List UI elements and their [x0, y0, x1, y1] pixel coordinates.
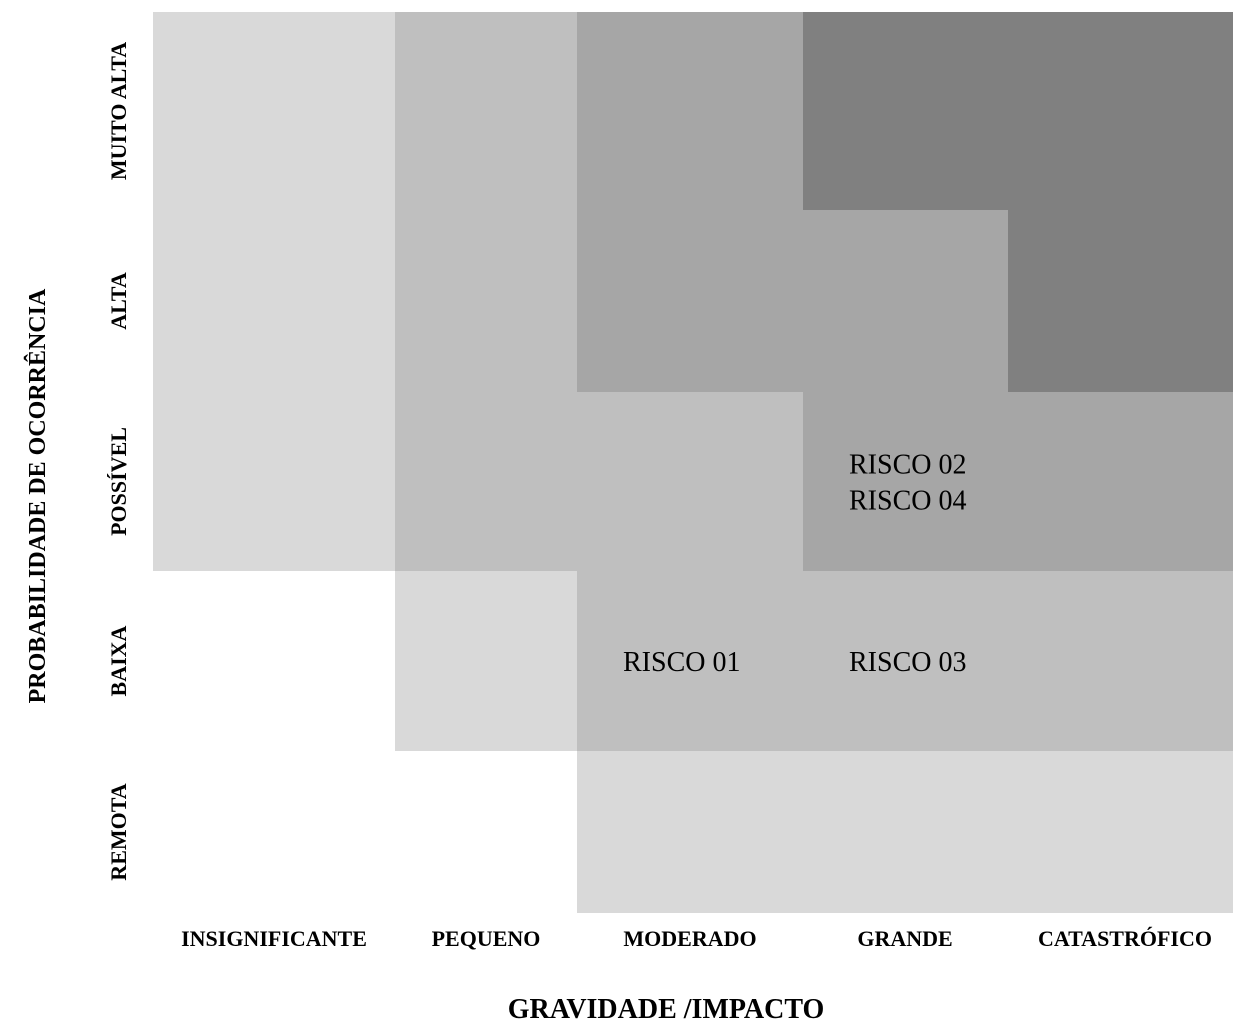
cell-muito-alta-catastrofico [1008, 12, 1233, 210]
risk-label-risco-01: RISCO 01 [623, 647, 740, 678]
y-tick-muito-alta: MUITO ALTA [106, 42, 131, 180]
x-tick-grande: GRANDE [857, 926, 952, 951]
cell-possivel-pequeno [395, 392, 577, 571]
cell-possivel-moderado [577, 392, 803, 571]
cell-baixa-catastrofico [1008, 571, 1233, 751]
x-tick-labels: INSIGNIFICANTE PEQUENO MODERADO GRANDE CATAS… [181, 926, 1212, 951]
cell-remota-insignificante [153, 751, 395, 913]
y-tick-alta: ALTA [106, 272, 131, 330]
cell-alta-catastrofico [1008, 210, 1233, 392]
cell-possivel-insignificante [153, 392, 395, 571]
risk-label-risco-02: RISCO 02 [849, 450, 966, 481]
risk-label-risco-03: RISCO 03 [849, 647, 966, 678]
cell-remota-grande [803, 751, 1008, 913]
cell-muito-alta-moderado [577, 12, 803, 210]
cell-alta-moderado [577, 210, 803, 392]
risk-label-risco-04: RISCO 04 [849, 486, 966, 517]
cell-baixa-insignificante [153, 571, 395, 751]
cell-baixa-pequeno [395, 571, 577, 751]
cell-alta-pequeno [395, 210, 577, 392]
x-axis-label: GRAVIDADE /IMPACTO [508, 994, 825, 1021]
heatmap-cells [153, 12, 1233, 913]
cell-muito-alta-pequeno [395, 12, 577, 210]
cell-possivel-grande [803, 392, 1008, 571]
cell-alta-grande [803, 210, 1008, 392]
cell-remota-pequeno [395, 751, 577, 913]
cell-remota-catastrofico [1008, 751, 1233, 913]
x-tick-insignificante: INSIGNIFICANTE [181, 926, 367, 951]
y-tick-labels: MUITO ALTA ALTA POSSÍVEL BAIXA REMOTA [106, 42, 131, 881]
cell-possivel-catastrofico [1008, 392, 1233, 571]
cell-alta-insignificante [153, 210, 395, 392]
x-tick-moderado: MODERADO [623, 926, 756, 951]
y-axis-label: PROBABILIDADE DE OCORRÊNCIA [24, 288, 51, 703]
cell-muito-alta-insignificante [153, 12, 395, 210]
y-tick-baixa: BAIXA [106, 625, 131, 696]
y-tick-possivel: POSSÍVEL [106, 427, 131, 536]
y-tick-remota: REMOTA [106, 783, 131, 880]
cell-remota-moderado [577, 751, 803, 913]
x-tick-catastrofico: CATASTRÓFICO [1038, 926, 1212, 951]
x-tick-pequeno: PEQUENO [432, 926, 541, 951]
cell-muito-alta-grande [803, 12, 1008, 210]
